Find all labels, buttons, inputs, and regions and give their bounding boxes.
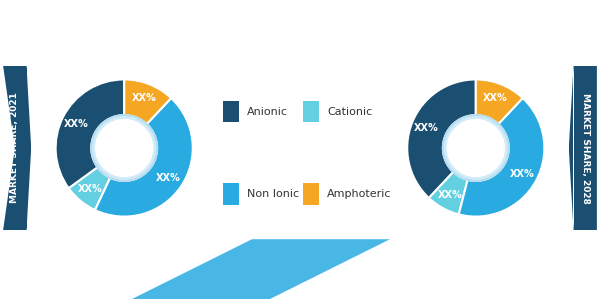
Text: XX%: XX% xyxy=(156,173,181,183)
FancyBboxPatch shape xyxy=(21,269,25,288)
Text: XX%: XX% xyxy=(413,123,439,133)
Text: MARKET SHARE, 2021: MARKET SHARE, 2021 xyxy=(10,93,19,203)
Circle shape xyxy=(91,115,157,181)
Circle shape xyxy=(93,117,155,179)
Wedge shape xyxy=(56,80,124,188)
Wedge shape xyxy=(476,80,523,124)
Text: XX%: XX% xyxy=(64,119,89,129)
Circle shape xyxy=(445,117,507,179)
Text: Cationic: Cationic xyxy=(327,106,373,117)
FancyBboxPatch shape xyxy=(27,262,31,288)
FancyBboxPatch shape xyxy=(15,276,19,288)
Text: XX%: XX% xyxy=(131,93,156,103)
Text: Non Ionic: Non Ionic xyxy=(247,189,299,199)
Wedge shape xyxy=(69,167,110,210)
Wedge shape xyxy=(124,80,171,124)
Text: XX%: XX% xyxy=(78,184,103,194)
Text: XX%: XX% xyxy=(510,169,535,179)
Text: Anionic: Anionic xyxy=(247,106,289,117)
Polygon shape xyxy=(132,239,390,299)
FancyBboxPatch shape xyxy=(223,100,239,123)
Polygon shape xyxy=(3,66,31,230)
Polygon shape xyxy=(569,66,597,230)
Circle shape xyxy=(443,115,509,181)
Wedge shape xyxy=(429,172,467,214)
Wedge shape xyxy=(459,98,544,216)
Wedge shape xyxy=(407,80,476,198)
FancyBboxPatch shape xyxy=(303,183,319,205)
Text: MARKET SHARE, 2028: MARKET SHARE, 2028 xyxy=(581,93,590,203)
Circle shape xyxy=(96,120,152,176)
Text: NATURAL SURFACTANTS MARKET, BY TYPE: NATURAL SURFACTANTS MARKET, BY TYPE xyxy=(69,21,418,36)
Text: XX%: XX% xyxy=(437,190,463,200)
Wedge shape xyxy=(95,98,193,216)
Text: Amphoteric: Amphoteric xyxy=(327,189,392,199)
Circle shape xyxy=(448,120,504,176)
Text: XX%: XX% xyxy=(483,93,508,103)
FancyBboxPatch shape xyxy=(303,100,319,123)
FancyBboxPatch shape xyxy=(33,255,37,288)
FancyBboxPatch shape xyxy=(223,183,239,205)
